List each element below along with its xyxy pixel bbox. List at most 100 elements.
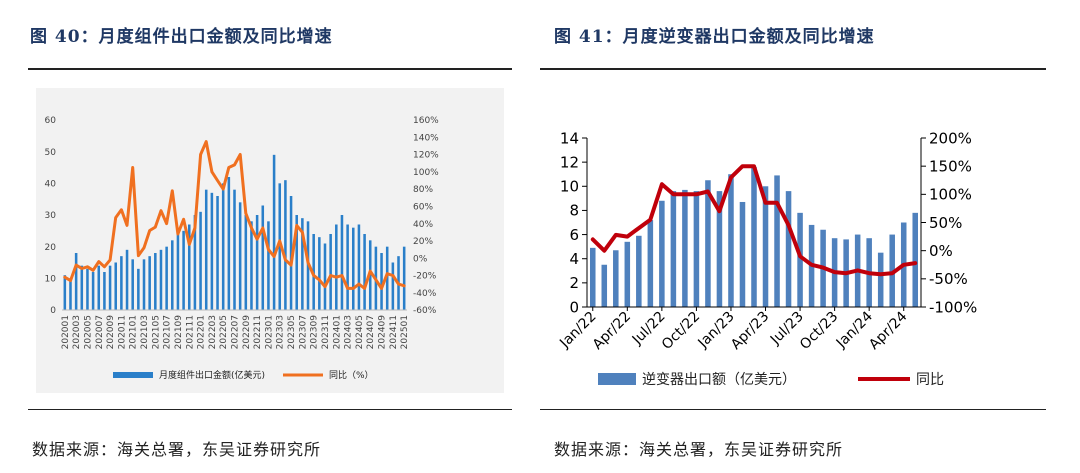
bar — [255, 215, 259, 310]
right-axis-tick-label: 140% — [413, 133, 439, 143]
bar — [329, 234, 332, 310]
bar — [80, 265, 84, 310]
line-series — [63, 140, 406, 290]
bar — [238, 202, 242, 310]
right-axis-tick-label: 80% — [413, 185, 433, 195]
left-axis-tick-label: 50 — [45, 148, 57, 158]
x-axis-tick-label: 202011 — [117, 315, 127, 349]
bar — [210, 192, 214, 310]
x-axis-tick-label: 202301 — [264, 315, 274, 349]
bar — [108, 265, 112, 310]
bar — [601, 264, 608, 307]
x-axis-tick-label: 202411 — [389, 315, 399, 349]
bar — [693, 191, 700, 307]
x-axis-tick-label: 202111 — [185, 315, 195, 349]
right-bottom-rule — [540, 409, 1046, 410]
bar — [261, 205, 265, 310]
bar — [670, 191, 677, 307]
bar — [63, 275, 67, 310]
left-chart: 0 10 20 30 40 50 60 -60% -40% -20% 0% 20% 40% 60% 80% 1… — [28, 80, 512, 400]
left-axis-tick-label: 2 — [569, 274, 579, 292]
x-axis-tick-label: Apr/23 — [728, 309, 772, 353]
x-axis-tick-label: Apr/22 — [590, 309, 634, 353]
x-axis-tick-label: 202103 — [140, 315, 150, 349]
right-axis-tick-label: 0% — [413, 254, 428, 264]
bar — [278, 183, 282, 310]
bar — [154, 253, 157, 310]
right-axis-tick-label: -50% — [929, 270, 968, 288]
bar — [114, 262, 118, 310]
bar — [340, 215, 344, 310]
bar — [86, 268, 89, 310]
right-axis-tick-label: 60% — [413, 203, 433, 213]
bar — [659, 200, 665, 307]
left-chart-svg: 0 10 20 30 40 50 60 -60% -40% -20% 0% 20% 40% 60% 80% 1… — [36, 88, 504, 393]
bar — [346, 224, 349, 310]
bar — [797, 212, 803, 307]
x-axis-tick-label: 202105 — [151, 315, 161, 349]
bar — [351, 227, 355, 310]
bar — [335, 224, 338, 310]
bar — [785, 191, 792, 307]
left-axis-tick-label: 20 — [45, 243, 57, 253]
x-axis-tick-label: 202207 — [231, 315, 241, 349]
x-axis-tick-label: 202001 — [61, 315, 71, 349]
x-axis-tick-label: 202501 — [400, 315, 410, 349]
left-axis-tick-label: 60 — [45, 116, 57, 126]
x-axis-tick-label: 202201 — [197, 315, 207, 349]
bar — [739, 201, 746, 307]
bar — [159, 249, 163, 310]
legend-line-label: 同比（%） — [329, 369, 374, 381]
x-axis-tick-label: 202403 — [344, 315, 354, 349]
bar — [295, 215, 298, 310]
right-chart-svg: 02468101214-100%-50%0%50%100%150%200%Jan… — [556, 129, 977, 388]
x-axis-tick-label: 202101 — [129, 315, 139, 349]
x-axis-tick-label: 202405 — [355, 315, 365, 349]
bar — [244, 215, 248, 310]
right-axis-tick-label: -40% — [413, 289, 437, 299]
left-title-rule — [28, 68, 512, 70]
bar — [647, 220, 654, 307]
left-axis-tick-label: 0 — [569, 298, 579, 316]
right-chart: 0 2 4 6 8 10 12 14 -100% -50% 0% 50% 100% 150% 200% Jan… — [540, 80, 1046, 400]
bar — [636, 235, 642, 307]
left-bottom-rule — [28, 409, 512, 410]
x-axis-tick-label: Oct/23 — [797, 309, 841, 353]
bar — [97, 265, 101, 310]
bar — [716, 191, 723, 307]
x-axis-tick-label: Apr/24 — [866, 308, 910, 352]
x-axis-tick-label: 202107 — [163, 315, 173, 349]
bar — [199, 211, 202, 310]
right-axis-tick-label: 160% — [413, 116, 439, 126]
bar — [705, 180, 711, 307]
bar — [380, 253, 383, 310]
left-axis-tick-label: 10 — [45, 274, 57, 284]
x-axis-tick-label: 202303 — [276, 315, 286, 349]
x-axis-tick-label: 202407 — [366, 315, 376, 349]
legend-bar-swatch — [598, 373, 636, 385]
bar — [221, 183, 225, 310]
x-axis-tick-label: 202203 — [208, 315, 218, 349]
x-axis-tick-label: Oct/22 — [659, 309, 703, 353]
bar — [613, 250, 619, 307]
x-axis-tick-label: 202401 — [332, 315, 342, 349]
bar — [728, 174, 734, 307]
bar — [187, 224, 191, 310]
right-axis-tick-label: 50% — [929, 214, 962, 232]
left-axis-tick-label: 10 — [560, 178, 579, 196]
bar — [301, 218, 304, 310]
x-axis-tick-label: 202305 — [287, 315, 297, 349]
bar — [74, 253, 78, 310]
bar — [171, 240, 174, 310]
legend-bar-label: 逆变器出口额（亿美元） — [642, 372, 796, 388]
bar — [363, 234, 366, 310]
x-axis-tick-label: 202109 — [174, 315, 184, 350]
bar — [204, 189, 208, 310]
bar — [284, 180, 287, 310]
bar — [131, 259, 134, 310]
bar — [137, 268, 140, 310]
bar — [624, 241, 631, 307]
right-axis-tick-label: -60% — [413, 306, 437, 316]
right-axis-tick-label: 0% — [929, 242, 953, 260]
bar — [120, 256, 123, 310]
